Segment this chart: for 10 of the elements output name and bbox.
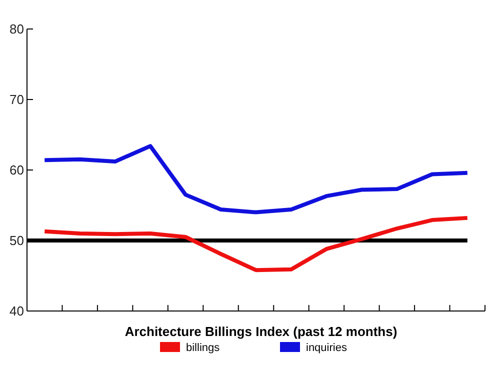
y-tick-label: 50 [10, 233, 24, 248]
legend-label: billings [186, 342, 220, 354]
legend-label: inquiries [306, 342, 348, 354]
y-tick-label: 60 [10, 162, 24, 178]
line-series [42, 216, 470, 272]
x-axis-title: Architecture Billings Index (past 12 months) [124, 324, 398, 339]
y-tick-label: 70 [10, 92, 24, 108]
y-tick-label: 40 [10, 304, 24, 319]
line-series [42, 144, 470, 214]
y-tick-label: 80 [10, 22, 24, 37]
